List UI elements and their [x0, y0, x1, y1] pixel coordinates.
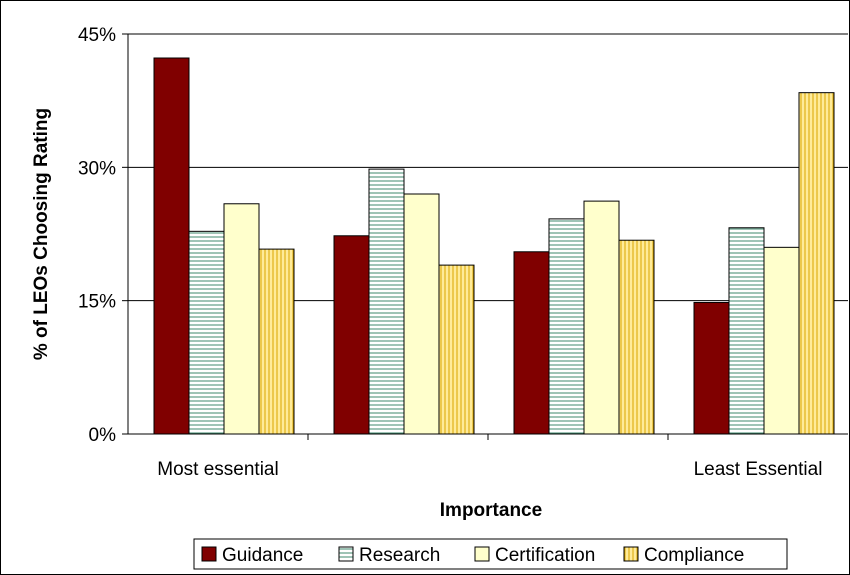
y-axis-title: % of LEOs Choosing Rating — [31, 108, 52, 360]
legend-label-compliance: Compliance — [644, 545, 744, 566]
legend-label-research: Research — [359, 545, 440, 566]
legend-swatch-compliance — [623, 546, 639, 562]
bar-compliance-1 — [258, 248, 295, 435]
bar-guidance-1 — [153, 57, 190, 435]
bar-certification-3 — [583, 200, 620, 435]
bar-compliance-4 — [798, 92, 835, 435]
legend-swatch-certification — [474, 546, 490, 562]
y-tick-label: 15% — [78, 292, 116, 313]
legend: Guidance Research Certification Compliance — [193, 538, 788, 570]
bar-certification-2 — [403, 193, 440, 435]
bar-research-1 — [188, 230, 225, 435]
bar-research-3 — [548, 218, 585, 435]
y-tick-label: 45% — [78, 25, 116, 46]
bar-certification-4 — [763, 246, 800, 435]
y-tick-labels: 0% 15% 30% 45% — [78, 25, 116, 446]
axes — [122, 33, 848, 440]
legend-label-certification: Certification — [495, 545, 595, 566]
bar-certification-1 — [223, 203, 260, 435]
bars — [153, 57, 835, 435]
bar-compliance-3 — [618, 239, 655, 435]
legend-swatch-guidance — [201, 546, 217, 562]
x-axis-title: Importance — [440, 500, 542, 521]
legend-swatch-research — [338, 546, 354, 562]
bar-research-2 — [368, 168, 405, 435]
bar-research-4 — [728, 227, 765, 435]
y-tick-label: 0% — [89, 425, 117, 446]
bar-guidance-3 — [513, 251, 550, 435]
legend-box — [193, 538, 788, 570]
bar-guidance-2 — [333, 235, 370, 435]
category-label: Most essential — [157, 459, 278, 480]
category-labels: Most essential Least Essential — [157, 459, 822, 480]
bar-guidance-4 — [693, 301, 730, 435]
legend-label-guidance: Guidance — [222, 545, 303, 566]
category-label: Least Essential — [694, 459, 823, 480]
bar-compliance-2 — [438, 264, 475, 435]
y-tick-label: 30% — [78, 158, 116, 179]
